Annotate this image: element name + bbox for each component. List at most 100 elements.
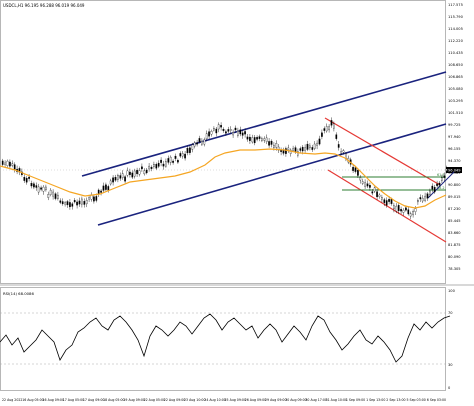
candle-body <box>143 170 146 175</box>
candle-body <box>378 194 381 197</box>
main-chart-frame <box>0 0 446 284</box>
candle-body <box>148 165 150 170</box>
candle-body <box>417 200 419 203</box>
candle-body <box>220 125 222 128</box>
candle-body <box>225 131 227 134</box>
time-axis-label: 22 Aug 05:00 <box>144 398 166 402</box>
candle-body <box>198 138 201 143</box>
candle-body <box>340 151 342 154</box>
up-channel-upper-line[interactable] <box>81 71 447 177</box>
candle-body <box>33 183 35 188</box>
candle-body <box>177 160 179 163</box>
candle-body <box>1 160 4 165</box>
price-axis-label: 94.370 <box>448 159 461 163</box>
candle-body <box>285 148 287 154</box>
candle-body <box>64 202 66 205</box>
down-channel-upper-line[interactable] <box>324 117 441 186</box>
short-trend-line[interactable] <box>427 171 455 199</box>
candle-body <box>179 153 182 157</box>
price-axis-label: 97.940 <box>448 135 461 139</box>
candle-body <box>321 132 323 137</box>
candle-body <box>412 211 414 216</box>
candle-body <box>138 170 141 175</box>
candle-body <box>61 201 64 205</box>
time-axis-label: 29 Aug 09:00 <box>265 398 287 402</box>
candle-body <box>258 136 261 139</box>
candle-body <box>112 177 114 183</box>
candle-body <box>222 129 225 131</box>
candle-body <box>196 142 198 145</box>
price-axis-label: 96.155 <box>448 147 461 151</box>
rsi-axis-label: 30 <box>448 363 453 367</box>
candle-body <box>45 186 47 191</box>
candle-body <box>311 147 314 150</box>
candle-body <box>414 208 417 212</box>
fib-label-382: 38.2 <box>437 186 445 190</box>
candle-body <box>438 182 441 186</box>
time-axis-label: 19 Aug 09:00 <box>123 398 144 402</box>
candle-body <box>381 197 383 200</box>
price-axis-label: 89.015 <box>448 195 461 199</box>
candle-body <box>419 197 422 200</box>
candle-body <box>297 151 299 156</box>
candle-body <box>203 139 206 145</box>
candle-body <box>153 164 155 167</box>
time-axis-label: 18 Aug 05:00 <box>103 398 125 402</box>
candle-body <box>105 184 107 190</box>
candle-body <box>4 162 6 165</box>
candle-body <box>402 209 405 213</box>
candle-body <box>117 175 119 180</box>
candle-body <box>155 164 158 169</box>
candle-body <box>268 141 270 146</box>
candle-body <box>93 196 95 202</box>
candle-body <box>52 191 54 197</box>
price-axis-label: 78.305 <box>448 267 461 271</box>
rsi-line[interactable] <box>0 313 451 363</box>
candle-body <box>157 162 160 167</box>
candle-body <box>426 193 429 199</box>
candle-body <box>244 131 246 135</box>
candle-body <box>102 185 105 191</box>
candle-body <box>306 143 309 150</box>
candle-body <box>193 142 196 147</box>
candle-body <box>395 205 398 212</box>
candle-body <box>433 187 436 193</box>
candle-body <box>114 177 117 181</box>
candle-body <box>342 150 345 153</box>
down-channel-lower-line[interactable] <box>327 169 447 243</box>
up-channel-lower-line[interactable] <box>97 123 447 226</box>
symbol-info: USDCL,H1 96.195 96.288 96.019 96.049 <box>3 3 85 8</box>
candle-body <box>227 129 230 132</box>
price-axis-label: 117.575 <box>448 3 463 7</box>
price-axis-label: 83.660 <box>448 231 461 235</box>
time-axis-label: 1 Sep 13:00 <box>366 398 385 402</box>
candle-body <box>129 171 131 175</box>
candle-body <box>54 193 57 199</box>
candle-body <box>49 189 52 195</box>
candle-body <box>145 169 148 174</box>
candle-body <box>263 138 266 141</box>
candle-body <box>273 144 275 148</box>
candle-body <box>280 150 282 152</box>
candle-body <box>208 131 210 137</box>
candle-body <box>287 147 290 151</box>
candle-body <box>30 183 33 187</box>
candle-body <box>393 205 395 210</box>
candle-body <box>400 209 402 212</box>
candle-body <box>421 197 424 202</box>
candle-body <box>436 183 438 186</box>
candle-body <box>11 163 14 166</box>
candle-body <box>352 166 354 171</box>
candle-body <box>369 185 371 188</box>
price-axis-label: 99.725 <box>448 123 461 127</box>
candle-body <box>292 148 294 151</box>
moving-average-line[interactable] <box>0 148 447 209</box>
time-axis-label: 26 Aug 09:00 <box>245 398 267 402</box>
time-axis-label: 24 Aug 10:00 <box>204 398 226 402</box>
candle-body <box>241 132 244 136</box>
candle-body <box>237 130 239 136</box>
candle-body <box>37 186 40 193</box>
